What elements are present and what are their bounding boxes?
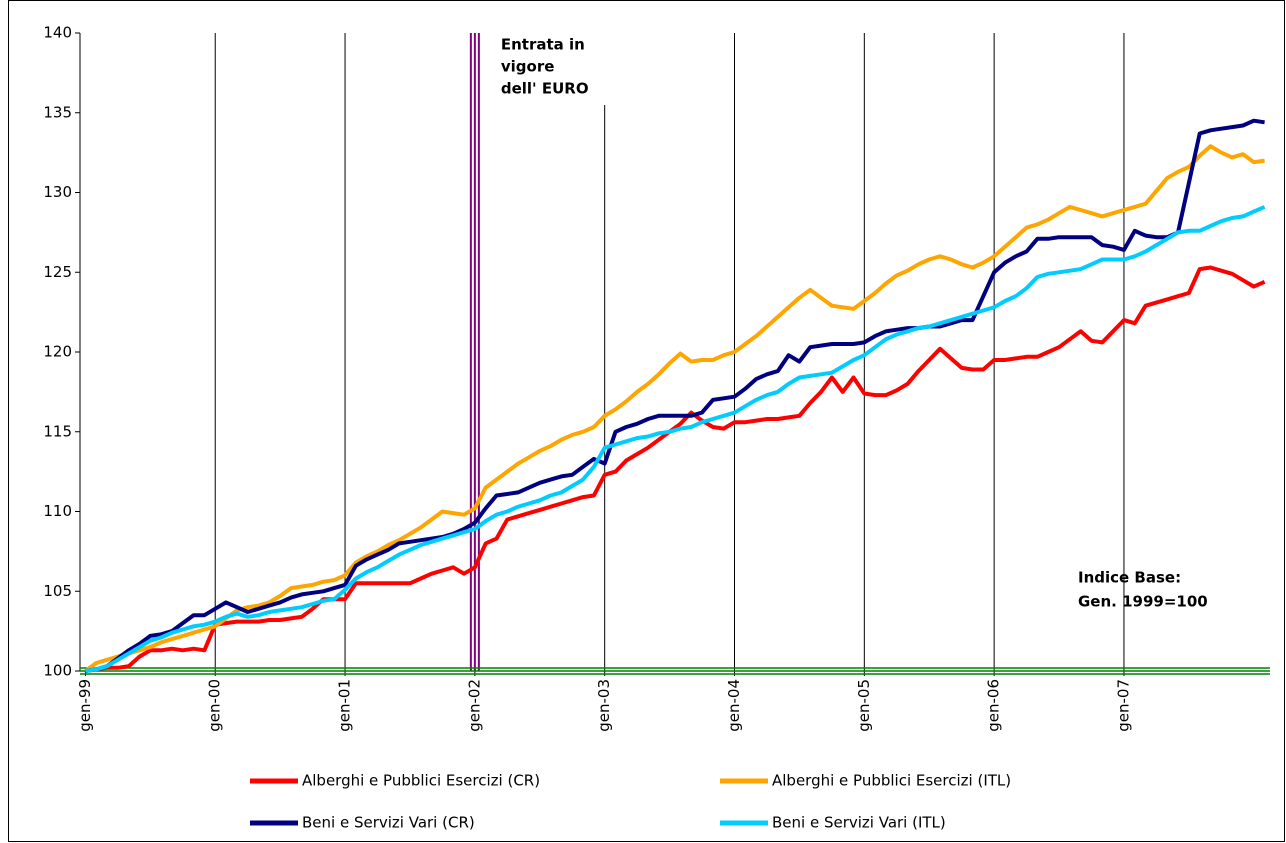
legend-label: Alberghi e Pubblici Esercizi (CR) <box>302 772 540 790</box>
annotation-text: vigore <box>501 58 555 76</box>
legend-label: Alberghi e Pubblici Esercizi (ITL) <box>772 772 1011 790</box>
annotation-text: Entrata in <box>501 36 585 54</box>
x-tick-label: gen-05 <box>855 679 873 732</box>
x-tick-label: gen-99 <box>76 679 94 732</box>
x-tick-label: gen-01 <box>336 679 354 732</box>
legend-label: Beni e Servizi Vari (ITL) <box>772 814 946 832</box>
series-line <box>85 265 1266 673</box>
annotation-text: dell' EURO <box>501 80 589 98</box>
x-tick-label: gen-00 <box>206 679 224 732</box>
legend-label: Beni e Servizi Vari (CR) <box>302 814 475 832</box>
annotation-bg <box>494 33 615 105</box>
y-tick-label: 100 <box>43 662 72 680</box>
y-tick-label: 110 <box>43 502 72 520</box>
x-tick-label: gen-06 <box>985 679 1003 732</box>
x-tick-label: gen-04 <box>725 679 743 732</box>
y-tick-label: 125 <box>43 263 72 281</box>
annotation-text: Indice Base: <box>1078 569 1181 587</box>
x-tick-label: gen-03 <box>595 679 613 732</box>
annotation-text: Gen. 1999=100 <box>1078 593 1208 611</box>
y-tick-label: 120 <box>43 343 72 361</box>
y-tick-label: 105 <box>43 582 72 600</box>
y-tick-label: 115 <box>43 422 72 440</box>
series-line <box>85 118 1265 673</box>
x-tick-label: gen-07 <box>1114 679 1132 732</box>
y-tick-label: 140 <box>43 24 72 42</box>
series-line <box>85 205 1266 673</box>
y-tick-label: 135 <box>43 103 72 121</box>
y-tick-label: 130 <box>43 183 72 201</box>
x-tick-label: gen-02 <box>465 679 483 732</box>
series-line <box>84 144 1265 673</box>
